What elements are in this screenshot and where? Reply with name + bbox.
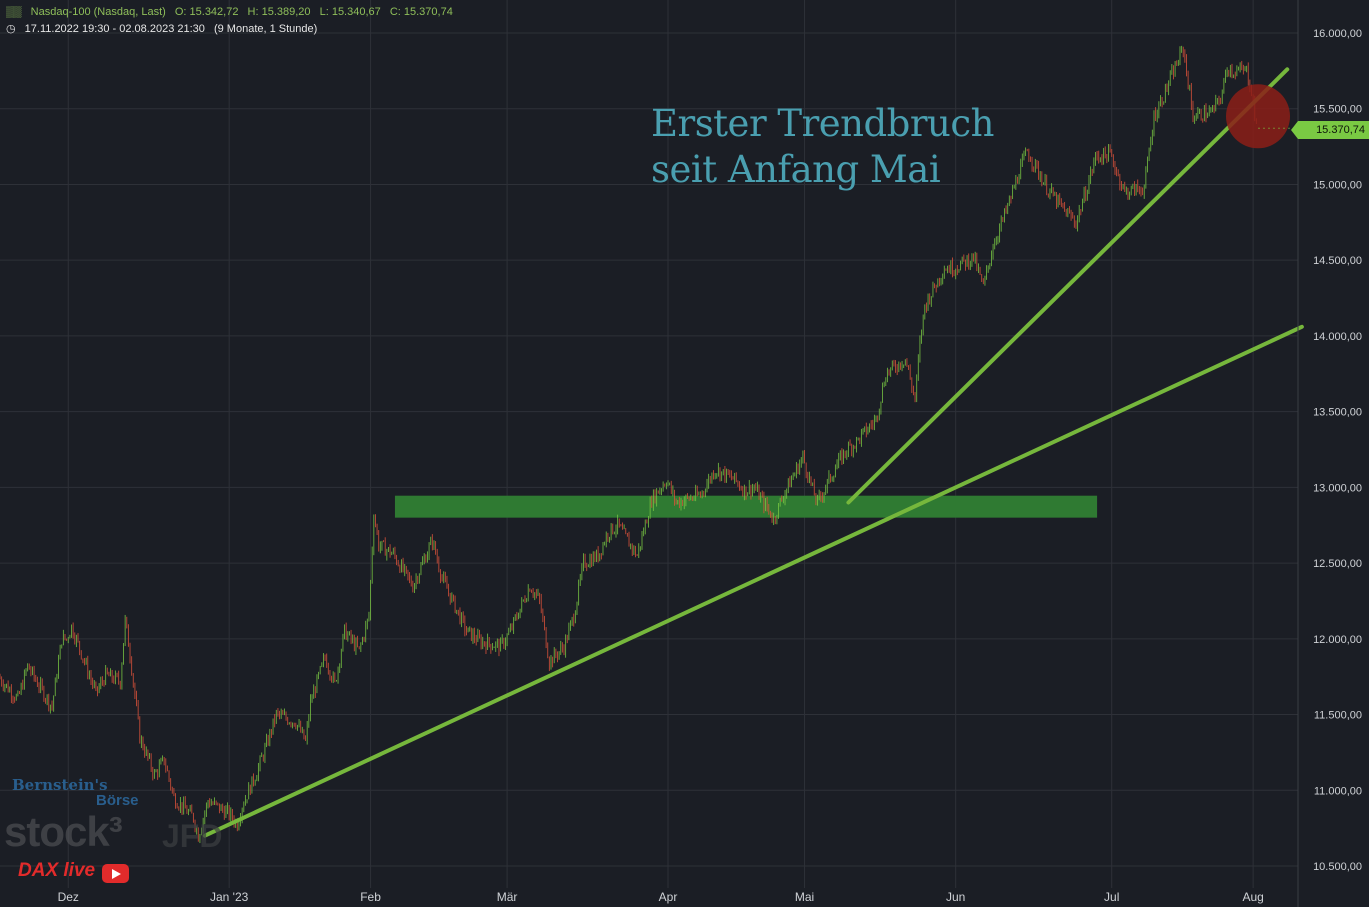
x-tick-label: Jul — [1104, 890, 1119, 904]
ohlc-close: C: 15.370,74 — [389, 6, 453, 18]
period-label: (9 Monate, 1 Stunde) — [213, 23, 318, 35]
x-tick-label: Apr — [659, 890, 678, 904]
last-price-tag: 15.370,74 — [1291, 121, 1369, 139]
boerse-watermark: Börse — [96, 792, 139, 809]
y-tick-label: 12.500,00 — [1313, 558, 1362, 570]
bernstein-watermark: Bernstein's — [12, 776, 108, 794]
chart-range-info: ◷ 17.11.2022 19:30 - 02.08.2023 21:30 (9… — [6, 22, 323, 35]
chart-type-icon[interactable]: ▒▒ — [6, 6, 22, 18]
y-tick-label: 15.500,00 — [1313, 104, 1362, 116]
chart-grid — [0, 0, 1298, 888]
clock-icon: ◷ — [6, 23, 16, 35]
trendline — [202, 324, 1304, 838]
y-axis: 10.500,00 11.000,00 11.500,00 12.000,00 12.5… — [1313, 28, 1362, 873]
y-tick-label: 16.000,00 — [1313, 28, 1362, 40]
y-tick-label: 13.000,00 — [1313, 482, 1362, 494]
instrument-name: Nasdaq-100 (Nasdaq, Last) — [30, 6, 166, 18]
youtube-icon — [102, 864, 129, 883]
x-tick-label: Mai — [795, 890, 814, 904]
date-range: 17.11.2022 19:30 - 02.08.2023 21:30 — [24, 23, 205, 35]
x-tick-label: Dez — [58, 890, 79, 904]
marker-layer — [1226, 84, 1298, 149]
ohlc-open: O: 15.342,72 — [174, 6, 239, 18]
y-tick-label: 11.500,00 — [1314, 710, 1362, 722]
chart-header: ▒▒ Nasdaq-100 (Nasdaq, Last) O: 15.342,7… — [6, 6, 459, 18]
y-tick-label: 14.500,00 — [1313, 255, 1362, 267]
dax-live-logo: DAX live — [18, 860, 96, 881]
annotation-line-2: seit Anfang Mai — [651, 148, 941, 191]
jfd-logo: JFD — [162, 818, 223, 854]
x-tick-label: Feb — [360, 890, 381, 904]
annotation-line-1: Erster Trendbruch — [651, 102, 994, 145]
trend-break-annotation: Erster Trendbruch seit Anfang Mai — [651, 101, 994, 193]
price-series — [0, 45, 1257, 844]
y-tick-label: 11.000,00 — [1314, 785, 1362, 797]
y-tick-label: 12.000,00 — [1313, 634, 1362, 646]
y-tick-label: 13.500,00 — [1313, 407, 1362, 419]
trendline-layer — [202, 67, 1304, 838]
x-tick-label: Mär — [497, 890, 518, 904]
y-tick-label: 15.000,00 — [1313, 179, 1362, 191]
stock3-logo: stock³ — [4, 808, 123, 855]
trend-break-marker — [1226, 84, 1290, 149]
y-tick-label: 14.000,00 — [1313, 331, 1362, 343]
ohlc-low: L: 15.340,67 — [319, 6, 381, 18]
x-tick-label: Jan '23 — [210, 890, 249, 904]
trendline — [846, 67, 1290, 505]
x-tick-label: Aug — [1242, 890, 1263, 904]
y-tick-label: 10.500,00 — [1313, 861, 1362, 873]
x-tick-label: Jun — [946, 890, 965, 904]
ohlc-high: H: 15.389,20 — [247, 6, 311, 18]
x-axis: Dez Jan '23 Feb Mär Apr Mai Jun Jul Aug — [58, 890, 1264, 904]
